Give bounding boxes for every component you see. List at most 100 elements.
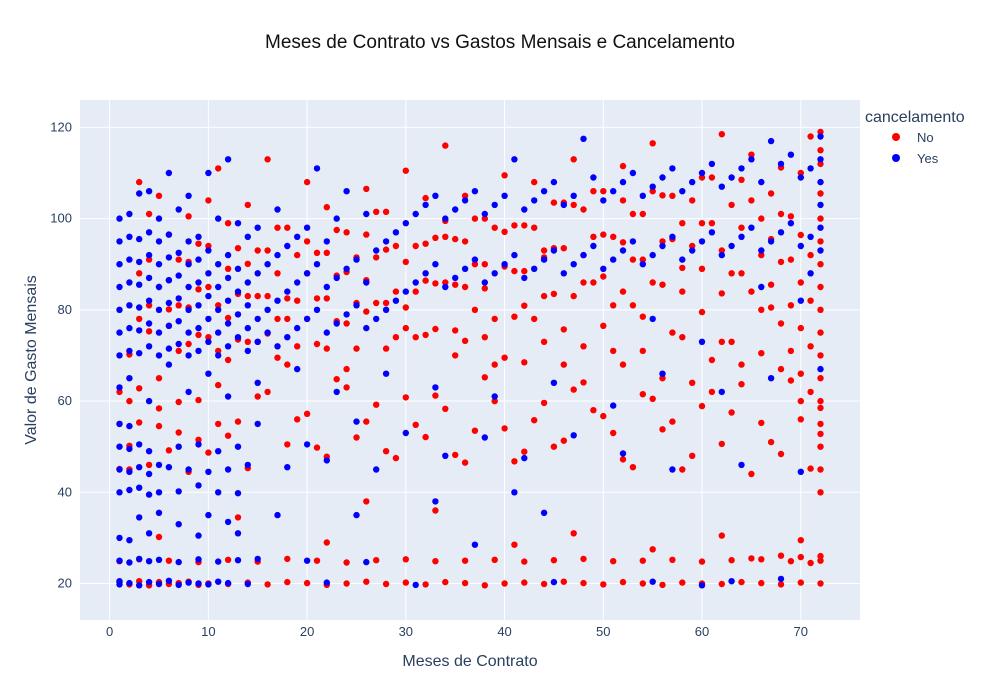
- data-point-yes: [610, 188, 617, 195]
- data-point-no: [797, 553, 804, 561]
- data-point-yes: [215, 578, 222, 585]
- data-point-yes: [254, 338, 261, 345]
- data-point-no: [432, 325, 439, 333]
- data-point-no: [471, 261, 479, 268]
- data-point-no: [610, 347, 617, 355]
- data-point-yes: [758, 283, 765, 291]
- data-point-no: [817, 160, 824, 168]
- data-point-no: [728, 338, 735, 345]
- data-point-yes: [145, 274, 153, 282]
- data-point-no: [787, 377, 795, 384]
- data-point-no: [817, 430, 824, 438]
- data-point-no: [323, 345, 330, 352]
- data-point-no: [797, 370, 804, 377]
- data-point-no: [264, 156, 271, 163]
- data-point-no: [422, 194, 429, 202]
- data-point-no: [452, 352, 459, 359]
- data-point-yes: [145, 530, 153, 537]
- data-point-no: [748, 197, 755, 204]
- data-point-yes: [234, 220, 242, 227]
- legend-marker-yes: [892, 154, 900, 162]
- data-point-no: [373, 557, 380, 564]
- data-point-yes: [284, 464, 291, 471]
- data-point-yes: [313, 261, 321, 268]
- data-point-no: [412, 334, 419, 341]
- data-point-no: [629, 210, 637, 218]
- data-point-no: [560, 578, 567, 585]
- data-point-no: [323, 204, 330, 211]
- data-point-yes: [392, 229, 400, 236]
- data-point-no: [817, 306, 824, 313]
- data-point-no: [797, 397, 804, 405]
- data-point-no: [402, 556, 409, 563]
- legend-item-no[interactable]: No: [892, 130, 934, 145]
- data-point-no: [728, 270, 735, 277]
- data-point-no: [580, 555, 587, 563]
- data-point-no: [777, 210, 785, 218]
- data-point-yes: [294, 324, 301, 332]
- data-point-yes: [461, 197, 469, 204]
- data-point-no: [244, 292, 251, 300]
- data-point-no: [284, 441, 291, 448]
- data-point-yes: [205, 247, 212, 254]
- data-point-yes: [373, 466, 380, 473]
- plot-area: [80, 100, 860, 620]
- data-point-yes: [817, 247, 824, 254]
- data-point-yes: [215, 558, 222, 565]
- data-point-yes: [442, 283, 449, 291]
- data-point-no: [481, 261, 488, 268]
- data-point-no: [224, 432, 232, 439]
- data-point-no: [244, 260, 251, 267]
- data-point-yes: [195, 347, 202, 355]
- data-point-no: [481, 334, 488, 341]
- data-point-no: [402, 167, 409, 174]
- data-point-no: [254, 292, 261, 300]
- x-tick-label: 10: [201, 624, 215, 639]
- data-point-yes: [234, 334, 242, 341]
- data-point-no: [116, 388, 123, 396]
- data-point-no: [659, 281, 666, 288]
- data-point-yes: [254, 379, 261, 386]
- data-point-no: [491, 397, 498, 405]
- data-point-yes: [224, 579, 232, 587]
- data-point-no: [817, 238, 824, 245]
- data-point-yes: [126, 347, 133, 355]
- data-point-no: [748, 470, 755, 478]
- data-point-no: [521, 359, 528, 366]
- data-point-no: [382, 299, 390, 307]
- data-point-yes: [116, 489, 123, 496]
- data-point-yes: [303, 441, 311, 448]
- data-point-yes: [165, 169, 173, 177]
- data-point-no: [797, 231, 804, 239]
- data-point-yes: [540, 256, 548, 263]
- data-point-yes: [758, 178, 765, 186]
- data-point-no: [471, 215, 479, 222]
- y-axis-ticks: 20 40 60 80 100 120: [50, 119, 72, 590]
- data-point-yes: [669, 233, 676, 240]
- legend-marker-no: [892, 133, 900, 141]
- data-point-no: [708, 356, 716, 364]
- data-point-yes: [343, 188, 350, 195]
- data-point-yes: [175, 272, 182, 279]
- data-point-no: [353, 434, 360, 441]
- y-tick-label: 120: [50, 119, 72, 134]
- data-point-no: [669, 556, 676, 563]
- data-point-no: [205, 197, 212, 204]
- data-point-yes: [619, 450, 627, 457]
- data-point-yes: [136, 281, 143, 288]
- data-point-no: [521, 267, 528, 275]
- data-point-yes: [155, 215, 163, 222]
- data-point-no: [560, 361, 567, 368]
- data-point-no: [432, 558, 439, 565]
- legend-item-yes[interactable]: Yes: [892, 151, 939, 166]
- data-point-yes: [185, 352, 192, 359]
- data-point-no: [758, 251, 765, 259]
- data-point-no: [175, 256, 182, 263]
- data-point-no: [274, 224, 281, 231]
- data-point-no: [136, 419, 143, 426]
- legend[interactable]: cancelamento No Yes: [865, 109, 965, 166]
- data-point-yes: [215, 329, 222, 336]
- data-point-yes: [126, 375, 133, 382]
- data-point-no: [461, 192, 469, 199]
- data-point-no: [471, 306, 479, 313]
